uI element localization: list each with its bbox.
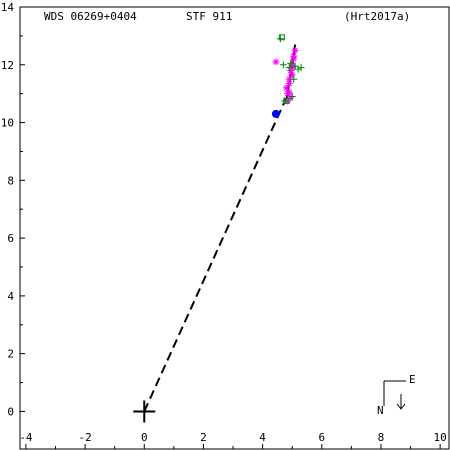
header-system-name: STF 911	[186, 10, 233, 23]
x-tick-label: 6	[318, 431, 325, 444]
plus-observation-point	[276, 35, 284, 43]
x-tick-label: 8	[378, 431, 385, 444]
square-observation-point	[283, 97, 290, 104]
plus-observation-point	[290, 75, 298, 83]
plus-observation-point	[288, 93, 296, 101]
compass-east-label: E	[409, 373, 416, 386]
compass-arrow-east	[383, 380, 406, 406]
x-tick-label: 4	[259, 431, 266, 444]
plus-observation-point	[294, 65, 302, 73]
compass-arrow-north	[396, 394, 406, 410]
plus-observation-point	[285, 64, 293, 72]
asterisk-observation-point	[290, 55, 298, 63]
plus-observation-point	[297, 64, 305, 72]
header-reference: (Hrt2017a)	[344, 10, 411, 23]
markers	[133, 109, 280, 423]
dashed-connector	[143, 97, 288, 412]
compass-north-label: N	[377, 404, 384, 417]
asterisk-observation-point	[285, 75, 293, 83]
square-observation-point	[278, 34, 285, 41]
asterisk-observation-point	[282, 84, 290, 92]
connector-line	[143, 97, 288, 412]
y-tick-label: 0	[7, 405, 14, 418]
plot-border	[19, 6, 450, 450]
y-tick-label: 10	[1, 117, 14, 130]
y-tick-label: 12	[1, 59, 14, 72]
asterisk-observation-point	[285, 80, 293, 88]
plus-observation-point	[291, 62, 299, 70]
latest-position-dot	[271, 109, 280, 118]
x-tick-label: 2	[200, 431, 207, 444]
primary-star-cross	[133, 400, 156, 423]
plus-observation-point	[287, 59, 295, 67]
asterisk-observation-point	[291, 46, 299, 54]
x-tick-label: -2	[78, 431, 91, 444]
observations	[272, 34, 305, 105]
x-tick-label: -4	[19, 431, 33, 444]
y-tick-label: 2	[7, 348, 14, 361]
y-tick-label: 14	[1, 1, 15, 14]
header-wds-id: WDS 06269+0404	[44, 10, 137, 23]
asterisk-observation-point	[272, 58, 280, 66]
asterisk-observation-point	[288, 71, 296, 79]
plus-observation-point	[279, 61, 287, 69]
asterisk-observation-point	[285, 88, 293, 96]
y-tick-label: 6	[7, 232, 14, 245]
asterisk-observation-point	[287, 67, 295, 75]
asterisk-observation-point	[287, 94, 295, 102]
y-tick-label: 4	[7, 290, 14, 303]
x-tick-label: 0	[141, 431, 148, 444]
plot-frame	[19, 6, 450, 450]
y-tick-label: 8	[7, 174, 14, 187]
compass: E N	[377, 373, 416, 417]
x-tick-label: 10	[433, 431, 446, 444]
